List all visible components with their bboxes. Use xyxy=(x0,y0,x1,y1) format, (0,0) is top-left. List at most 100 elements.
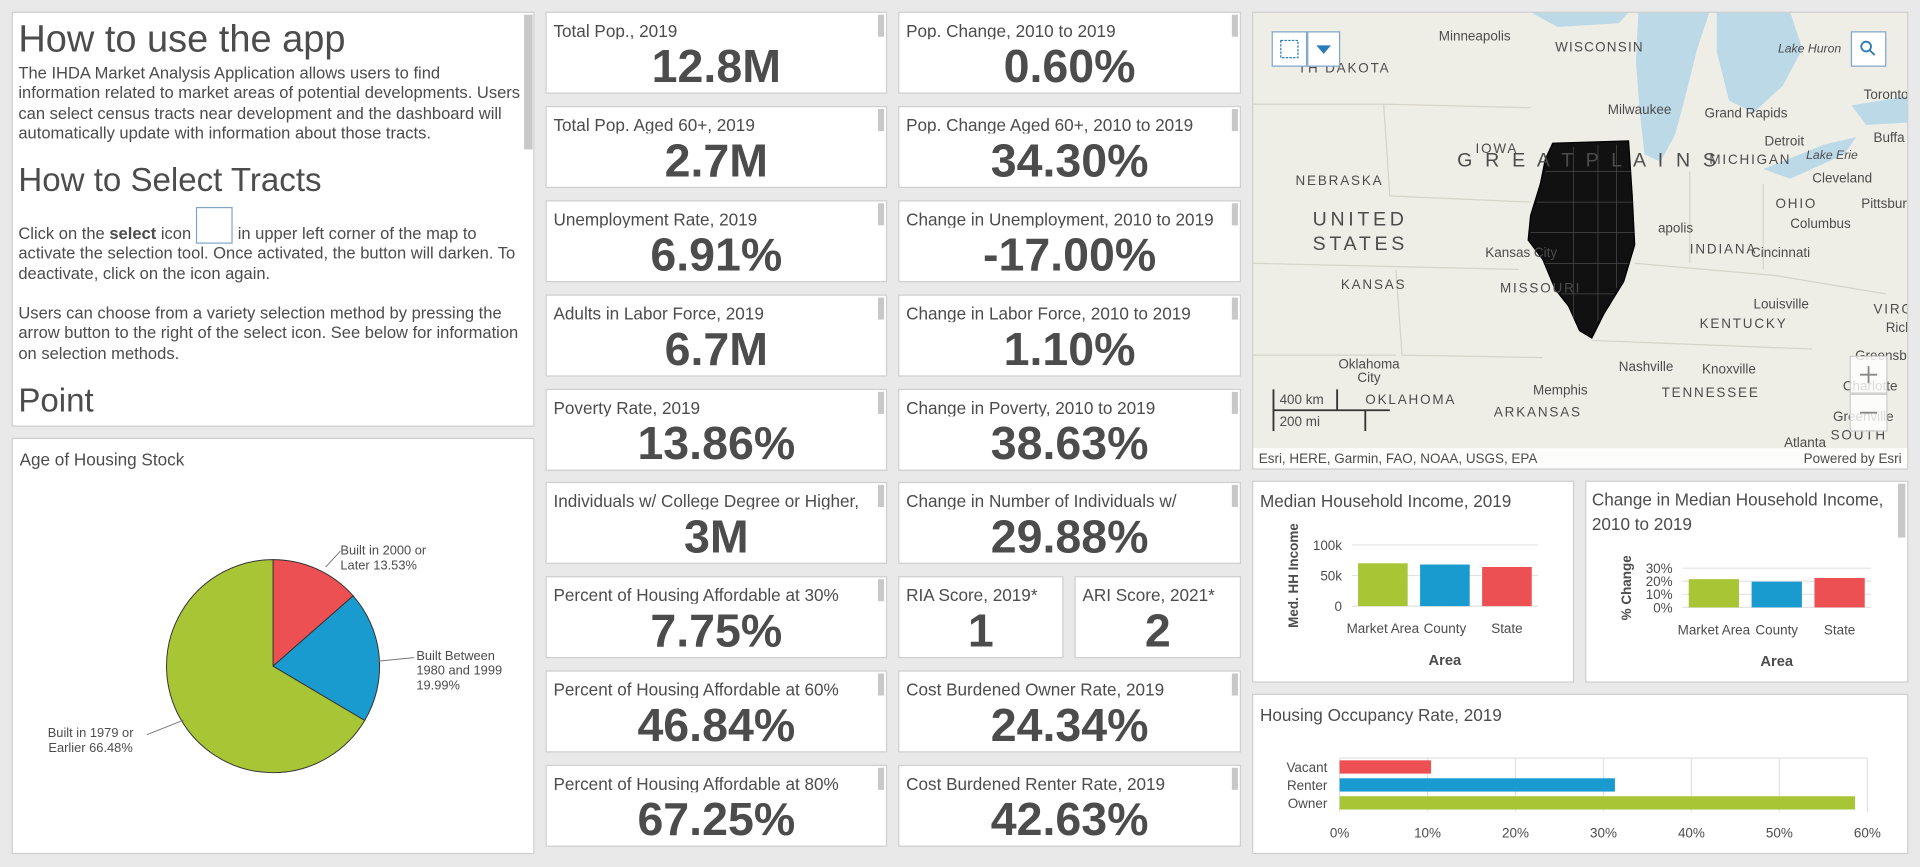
scrollbar[interactable] xyxy=(877,767,885,790)
card xyxy=(545,11,888,94)
scrollbar[interactable] xyxy=(877,579,885,602)
indicator-value: 12.8M xyxy=(652,40,781,92)
x-tick-label: State xyxy=(1491,621,1522,636)
scrollbar[interactable] xyxy=(877,203,885,226)
scrollbar[interactable] xyxy=(1231,767,1238,790)
scrollbar[interactable] xyxy=(877,109,885,132)
indicator-value: 1.10% xyxy=(1004,323,1136,375)
bar xyxy=(1814,577,1865,608)
scrollbar[interactable] xyxy=(1897,483,1906,538)
indicator-card: Change in Unemployment, 2010 to 2019-17.… xyxy=(898,200,1242,283)
selected-tracts[interactable] xyxy=(1527,140,1636,339)
instructions-panel xyxy=(11,11,535,427)
instructions: How to use the app The IHDA Market Analy… xyxy=(18,17,520,419)
y-tick-label: 50k xyxy=(1320,568,1342,583)
scrollbar[interactable] xyxy=(1231,673,1238,696)
indicator-card: RIA Score, 2019*1 xyxy=(898,576,1064,659)
map-label: OHIO xyxy=(1776,196,1818,211)
x-tick-label: 30% xyxy=(1590,826,1617,841)
scrollbar[interactable] xyxy=(1231,391,1238,414)
x-tick-label: State xyxy=(1824,622,1855,637)
indicator-label: Change in Labor Force, 2010 to 2019 xyxy=(906,304,1191,324)
scrollbar[interactable] xyxy=(877,484,885,507)
map-label: OKLAHOMA xyxy=(1365,392,1456,407)
map-label: TENNESSEE xyxy=(1662,385,1760,400)
map-frame xyxy=(1252,11,1909,470)
card xyxy=(898,481,1242,564)
indicator-value: 3M xyxy=(684,510,749,562)
map-label: G R E A T P L A I N S xyxy=(1457,150,1720,172)
indicator-label: RIA Score, 2019* xyxy=(906,585,1038,605)
indicator-value: 6.7M xyxy=(665,323,768,375)
map-label: KANSAS xyxy=(1341,277,1407,292)
x-tick-label: 10% xyxy=(1414,826,1441,841)
pie-slice xyxy=(272,559,354,668)
pie-slice xyxy=(272,595,381,722)
y-tick-label: 10% xyxy=(1646,587,1673,602)
paragraph: Click on the select icon in upper left co… xyxy=(18,207,520,284)
card xyxy=(545,105,888,188)
scrollbar[interactable] xyxy=(877,673,885,696)
map-label: INDIANA xyxy=(1690,242,1757,257)
map-label: STATES xyxy=(1313,233,1408,255)
map-label: Milwaukee xyxy=(1608,102,1672,117)
scrollbar[interactable] xyxy=(524,14,533,150)
indicator-value: 24.34% xyxy=(991,699,1149,751)
data-label: 66.48% xyxy=(89,740,133,756)
x-axis-label: Area xyxy=(1429,653,1462,669)
scrollbar[interactable] xyxy=(1231,109,1238,132)
text: in upper left corner of the map to activ… xyxy=(18,224,516,283)
text: Click on the xyxy=(18,224,105,243)
scrollbar[interactable] xyxy=(1231,297,1238,320)
scrollbar[interactable] xyxy=(1231,14,1238,37)
heading: How to use the app xyxy=(18,17,346,61)
text: select xyxy=(109,224,157,243)
lake xyxy=(1851,95,1908,125)
card xyxy=(545,576,888,659)
heading: Point xyxy=(18,382,94,419)
text: icon xyxy=(160,224,192,243)
x-tick-label: 50% xyxy=(1766,826,1793,841)
y-tick-label: Vacant xyxy=(1286,760,1327,775)
attribution-bar xyxy=(1252,448,1908,470)
card xyxy=(545,764,888,847)
indicator-label: Change in Number of Individuals w/ xyxy=(906,491,1177,511)
map-label: Cincinnati xyxy=(1751,245,1810,260)
bar xyxy=(1339,778,1615,792)
map-label: Buffa xyxy=(1873,130,1905,145)
indicator-value: 0.60% xyxy=(1004,40,1136,92)
pie-category: Built in 1979 or Earlier xyxy=(47,726,134,756)
map-label: KENTUCKY xyxy=(1700,316,1788,331)
search-button[interactable] xyxy=(1850,31,1887,67)
card xyxy=(545,294,888,377)
x-tick-label: 20% xyxy=(1502,826,1529,841)
y-tick-label: 100k xyxy=(1313,538,1342,553)
scrollbar[interactable] xyxy=(1231,484,1238,507)
scrollbar[interactable] xyxy=(877,14,885,37)
y-tick-label: 30% xyxy=(1646,561,1673,576)
map-label: Minneapolis xyxy=(1439,28,1511,43)
select-button[interactable] xyxy=(1271,31,1308,67)
indicator-value: 29.88% xyxy=(991,510,1149,562)
scale-label: 200 mi xyxy=(1280,414,1320,429)
map-label: UNITED xyxy=(1313,208,1408,230)
map-label: Richm xyxy=(1886,320,1920,335)
attribution[interactable]: Powered by Esri xyxy=(1804,451,1902,466)
scrollbar[interactable] xyxy=(1231,203,1238,226)
indicator-value: 34.30% xyxy=(991,134,1149,186)
scrollbar[interactable] xyxy=(877,297,885,320)
lake xyxy=(1763,137,1857,179)
indicator-label: Percent of Housing Affordable at 30% xyxy=(553,585,838,605)
bar xyxy=(1688,579,1740,608)
x-tick-label: 60% xyxy=(1854,826,1881,841)
card xyxy=(898,294,1242,377)
scrollbar[interactable] xyxy=(877,391,885,414)
map-label: Pittsburgh xyxy=(1861,196,1920,211)
lake xyxy=(1716,12,1803,113)
scale-label: 400 km xyxy=(1280,392,1324,407)
dropdown-arrow xyxy=(1316,45,1332,54)
